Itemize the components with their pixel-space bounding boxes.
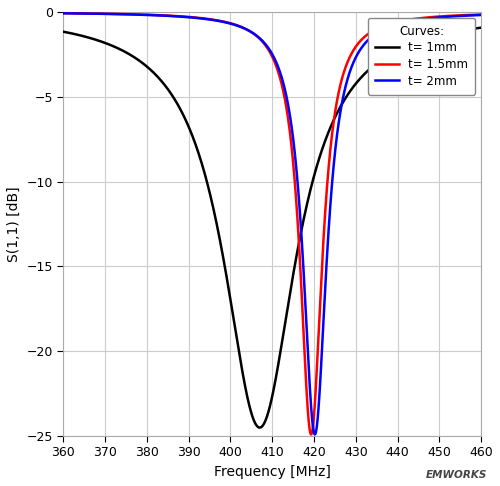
Y-axis label: S(1,1) [dB]: S(1,1) [dB] (7, 186, 21, 262)
X-axis label: Frequency [MHz]: Frequency [MHz] (214, 465, 330, 479)
Legend: t= 1mm, t= 1.5mm, t= 2mm: t= 1mm, t= 1.5mm, t= 2mm (368, 18, 476, 95)
Text: EMWORKS: EMWORKS (426, 470, 488, 480)
